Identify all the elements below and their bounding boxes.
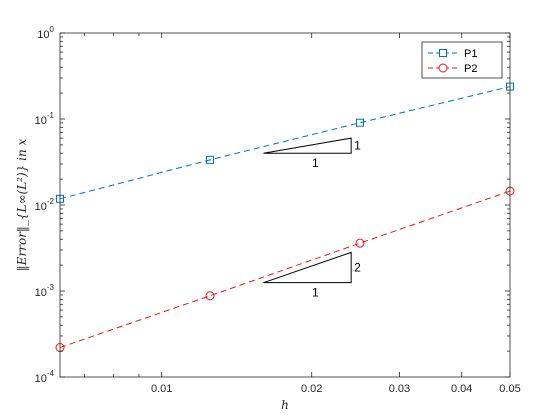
x-tick-label: 0.03: [389, 383, 410, 395]
slope-triangle-1: [263, 137, 352, 154]
data-point-p1: [206, 155, 214, 164]
legend-box: [421, 41, 503, 79]
slope-rise-label: 1: [354, 139, 361, 153]
axes: 10-4 10-3 10-2 10-1 100 0.01 0.02 0.03 0.04 0.05: [35, 25, 521, 395]
x-tick-label: 0.04: [451, 383, 472, 395]
x-tick-label: 0.05: [499, 383, 520, 395]
legend-label: P2: [464, 63, 477, 75]
y-tick-label: 10-2: [35, 197, 55, 213]
y-tick-label: 100: [37, 25, 54, 41]
legend-marker: [438, 63, 448, 73]
legend-entry-p2: P2: [428, 63, 477, 75]
data-point-p2: [355, 238, 365, 248]
y-tick-label: 10-1: [35, 111, 55, 127]
data-point-p1: [356, 118, 364, 127]
x-tick-label: 0.02: [301, 383, 322, 395]
legend-label: P1: [464, 48, 477, 60]
legend-marker: [439, 49, 447, 57]
slope-triangle-2: [263, 251, 352, 284]
y-axis-label: ‖Error‖_{L∞(L²)} in x: [15, 139, 29, 272]
series-line-p1: [59, 86, 511, 200]
slope-run-label: 1: [312, 156, 319, 170]
slope-run-label: 1: [312, 286, 319, 300]
legend-entry-p1: P1: [428, 48, 477, 60]
y-tick-label: 10-4: [35, 369, 55, 385]
x-tick-label: 0.01: [151, 383, 172, 395]
x-axis-label: h: [281, 398, 289, 412]
y-tick-label: 10-3: [35, 283, 55, 299]
data-point-p2: [205, 291, 215, 301]
slope-rise-label: 2: [354, 261, 361, 275]
